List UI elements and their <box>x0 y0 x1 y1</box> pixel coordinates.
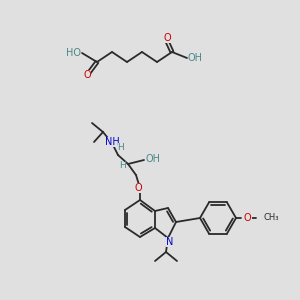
Text: O: O <box>163 33 171 43</box>
Text: HO: HO <box>66 48 81 58</box>
Text: H: H <box>120 161 126 170</box>
Text: H: H <box>118 142 124 152</box>
Text: O: O <box>134 183 142 193</box>
Text: CH₃: CH₃ <box>264 214 280 223</box>
Text: OH: OH <box>145 154 160 164</box>
Text: O: O <box>83 70 91 80</box>
Text: N: N <box>166 237 174 247</box>
Text: NH: NH <box>105 137 119 147</box>
Text: O: O <box>244 213 252 223</box>
Text: OH: OH <box>188 53 203 63</box>
